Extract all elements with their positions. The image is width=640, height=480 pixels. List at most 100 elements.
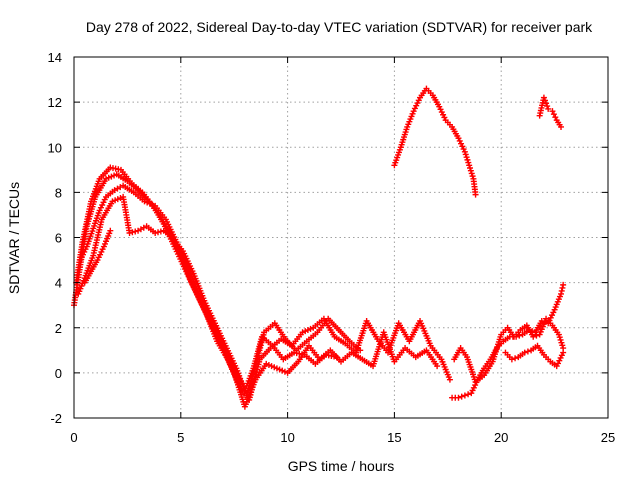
data-point [559, 342, 566, 349]
data-point [559, 284, 566, 291]
data-point [97, 251, 104, 258]
data-point [333, 354, 340, 361]
data-point [434, 363, 441, 370]
data-point [470, 384, 477, 391]
series-trace-5 [81, 227, 114, 286]
data-point [463, 154, 470, 161]
data-point [550, 309, 557, 316]
series-trace-9 [451, 315, 567, 385]
x-tick-label: 15 [387, 430, 401, 445]
data-point [543, 100, 550, 107]
series-trace-3 [75, 193, 340, 394]
data-point [469, 173, 476, 180]
data-point [550, 111, 557, 118]
data-point [461, 148, 468, 155]
x-tick-label: 10 [280, 430, 294, 445]
data-point [512, 355, 519, 362]
data-point [152, 229, 159, 236]
data-point [469, 387, 476, 394]
y-tick-label: 14 [48, 50, 62, 65]
data-point [438, 109, 445, 116]
data-point [459, 143, 466, 150]
data-point [77, 257, 84, 264]
data-point [458, 140, 465, 147]
y-tick-label: 0 [55, 366, 62, 381]
data-point [557, 336, 564, 343]
data-point [100, 199, 107, 206]
data-point [508, 356, 515, 363]
data-points [71, 85, 567, 410]
x-axis-label: GPS time / hours [288, 458, 395, 474]
data-point [95, 254, 102, 261]
series-trace-7 [536, 94, 565, 130]
data-point [157, 228, 164, 235]
data-point [461, 392, 468, 399]
data-point [460, 146, 467, 153]
data-point [556, 334, 563, 341]
data-point [544, 103, 551, 110]
data-point [560, 349, 567, 356]
y-tick-label: 2 [55, 321, 62, 336]
y-tick-label: 10 [48, 140, 62, 155]
data-point [558, 339, 565, 346]
data-point [555, 360, 562, 367]
series-trace-6 [391, 85, 479, 198]
data-point [540, 94, 547, 101]
data-point [558, 290, 565, 297]
data-point [557, 354, 564, 361]
series-trace-10 [502, 342, 567, 370]
y-axis-label: SDTVAR / TECUs [6, 182, 22, 294]
data-point [462, 151, 469, 158]
data-point [468, 170, 475, 177]
data-point [436, 103, 443, 110]
data-point [466, 162, 473, 169]
data-point [414, 100, 421, 107]
x-tick-label: 20 [494, 430, 508, 445]
data-point [465, 391, 472, 398]
data-point [468, 390, 475, 397]
data-point [441, 114, 448, 121]
x-tick-label: 25 [601, 430, 615, 445]
series-trace-8 [449, 281, 567, 401]
data-point [545, 105, 552, 112]
data-point [82, 246, 89, 253]
data-point [107, 227, 114, 234]
x-tick-label: 5 [177, 430, 184, 445]
data-point [549, 312, 556, 319]
data-point [560, 281, 567, 288]
data-point [455, 135, 462, 142]
data-point [79, 251, 86, 258]
data-point [465, 159, 472, 166]
data-point [456, 137, 463, 144]
data-point [472, 191, 479, 198]
data-point [415, 97, 422, 104]
axis-ticks: 0 5 10 15 20 25 -2 0 2 4 6 8 10 12 14 [48, 50, 616, 445]
data-point [458, 393, 465, 400]
y-tick-label: 4 [55, 276, 62, 291]
data-point [97, 204, 104, 211]
data-point [357, 347, 364, 354]
chart-title: Day 278 of 2022, Sidereal Day-to-day VTE… [86, 19, 593, 35]
data-point [78, 254, 85, 261]
x-tick-label: 0 [70, 430, 77, 445]
data-point [96, 207, 103, 214]
data-point [81, 248, 88, 255]
data-point [464, 156, 471, 163]
data-point [553, 363, 560, 370]
data-point [155, 229, 162, 236]
data-point [516, 332, 523, 339]
data-point [98, 248, 105, 255]
data-point [101, 196, 108, 203]
data-point [541, 97, 548, 104]
y-tick-label: 6 [55, 231, 62, 246]
data-point [556, 357, 563, 364]
y-tick-label: 12 [48, 95, 62, 110]
data-point [437, 106, 444, 113]
data-point [94, 257, 101, 264]
data-point [413, 102, 420, 109]
grid [74, 57, 608, 418]
data-point [455, 394, 462, 401]
data-point [129, 229, 136, 236]
data-point [99, 202, 106, 209]
